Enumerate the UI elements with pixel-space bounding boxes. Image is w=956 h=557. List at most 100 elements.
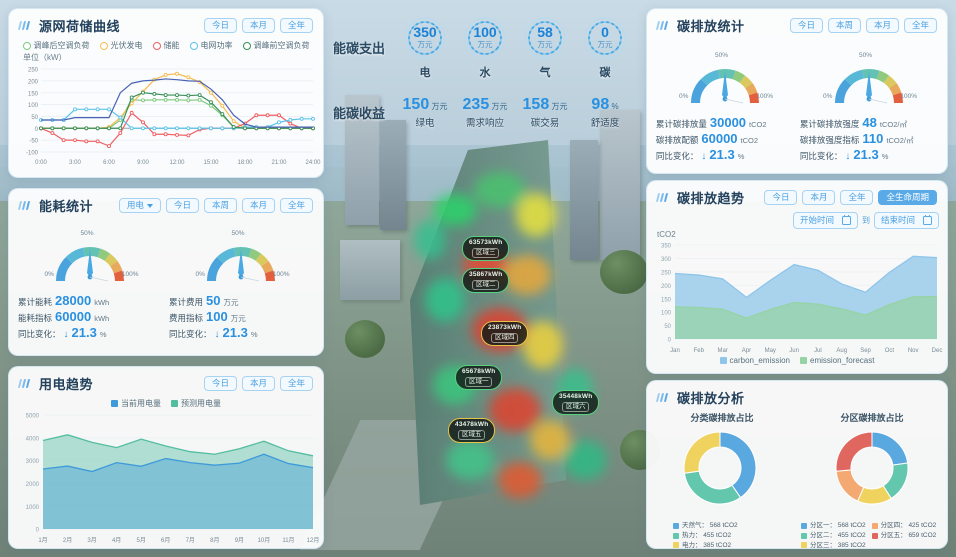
kpi-caption: 电 (419, 66, 431, 79)
area-chart-power-trend: 0 1000 2000 3000 4000 5000 1月 2月 3月 4月 5月 6月 7月 8月 9月 1… (26, 414, 320, 544)
svg-text:3000: 3000 (26, 459, 40, 465)
legend-item[interactable]: 天然气： 568 tCO2 (673, 521, 797, 531)
legend-item[interactable]: 电力： 385 tCO2 (673, 541, 797, 548)
panel-source-grid-curve: 源网荷储曲线 今日 本月 全年 调峰后空调负荷 光伏发电 储能 电网功率 调峰前空调负荷… (8, 8, 324, 178)
panel-carbon-analysis: 碳排放分析 分类碳排放占比 天然气： 568 tCO2 热力： 455 tCO2 电… (646, 380, 948, 549)
btn-year[interactable]: 全年 (279, 375, 313, 392)
metric-label: 累计能耗 (18, 297, 53, 307)
start-date-input[interactable]: 开始时间 (792, 212, 858, 229)
svg-text:Nov: Nov (908, 348, 919, 354)
legend-marker (22, 41, 31, 50)
legend-item[interactable]: 当前用电量 (111, 398, 161, 409)
svg-text:18:00: 18:00 (237, 160, 253, 166)
btn-today[interactable]: 今日 (165, 197, 199, 214)
panel-title: 碳排放分析 (677, 391, 745, 406)
btn-today[interactable]: 今日 (203, 17, 237, 34)
building-region-label[interactable]: 35867kWh 区域二 (462, 268, 510, 294)
btn-month[interactable]: 本月 (241, 197, 275, 214)
legend-item[interactable]: 分区五： 659 tCO2 (871, 531, 936, 541)
building-region-label[interactable]: 23873kWh 区域四 (481, 321, 529, 347)
energy-type-select[interactable]: 用电 (118, 197, 161, 214)
kpi-ring-icon (584, 16, 626, 59)
legend-item[interactable]: 光伏发电 (99, 40, 143, 51)
btn-year[interactable]: 全年 (279, 17, 313, 34)
btn-month[interactable]: 本月 (241, 375, 275, 392)
legend-item[interactable]: 分区一： 568 tCO2 (801, 521, 866, 531)
kpi-expense-item[interactable]: 58 万元气 (515, 15, 575, 80)
kpi-header: 能碳支出 350 万元电 100 万元水 58 万元气 0 万元碳 能碳收益 150 万元 绿电… (333, 8, 635, 148)
legend-item[interactable]: 预测用电量 (171, 398, 221, 409)
end-date-input[interactable]: 结束时间 (873, 212, 939, 229)
title-bars-icon (17, 200, 33, 211)
legend-item[interactable]: carbon_emission (719, 356, 790, 365)
legend-label: 储能 (163, 41, 180, 50)
svg-text:200: 200 (661, 284, 672, 290)
kpi-income-row: 能碳收益 150 万元 绿电 235 万元 需求响应 158 万元 碳交易 98 % 舒适度 (333, 96, 635, 129)
kpi-unit: 万元 (429, 102, 448, 111)
building-region-label[interactable]: 43478kWh 区域五 (448, 418, 496, 444)
gauge-metric-row: 碳排放配额 60000 tCO2 (656, 131, 794, 146)
chevron-down-icon (146, 203, 153, 208)
btn-lifecycle[interactable]: 全生命周期 (878, 189, 937, 206)
legend-item[interactable]: 热力： 455 tCO2 (673, 531, 797, 541)
donut-left-legend: 天然气： 568 tCO2 热力： 455 tCO2 电力： 385 tCO2 (647, 521, 797, 548)
legend-item[interactable]: 分区三： 385 tCO2 (801, 541, 866, 548)
btn-today[interactable]: 今日 (764, 189, 798, 206)
kpi-income-item[interactable]: 98 % 舒适度 (575, 96, 635, 129)
legend-item[interactable]: 储能 (152, 40, 180, 51)
btn-today[interactable]: 今日 (789, 17, 823, 34)
legend-swatch (673, 522, 679, 529)
legend-marker (189, 41, 198, 50)
metric-label: 同比变化： (799, 151, 843, 161)
building-region-label[interactable]: 65678kWh 区域一 (455, 365, 503, 391)
building-region-label[interactable]: 35448kWh 区域六 (552, 390, 600, 416)
metric-value: 100 (206, 309, 228, 324)
panel-header: 碳排放趋势 今日 本月 全年 全生命周期 (647, 181, 947, 209)
donut-chart-zone (835, 431, 909, 505)
legend-item[interactable]: 调峰后空调负荷 (22, 40, 90, 51)
gauge-metrics: 累计碳排放量 30000 tCO2 碳排放配额 60000 tCO2 同比变化： ↓ 21.3% (656, 115, 794, 162)
btn-today[interactable]: 今日 (203, 375, 237, 392)
legend-item[interactable]: 分区四： 425 tCO2 (871, 521, 936, 531)
btn-month[interactable]: 本月 (865, 17, 899, 34)
building-region-label[interactable]: 63573kWh 区域三 (462, 236, 510, 262)
legend-item[interactable]: emission_forecast (800, 356, 874, 365)
kpi-income-item[interactable]: 158 万元 碳交易 (515, 96, 575, 129)
svg-text:9月: 9月 (235, 537, 244, 544)
svg-text:50: 50 (664, 324, 671, 330)
gauge-metric-row: 累计碳排放强度 48 tCO2/㎡ (800, 115, 938, 130)
btn-year[interactable]: 全年 (903, 17, 937, 34)
btn-week[interactable]: 本周 (827, 17, 861, 34)
region-name: 区域六 (561, 402, 590, 413)
panel-carbon-trend: 碳排放趋势 今日 本月 全年 全生命周期 开始时间 到 结束时间 tCO2 0 5… (646, 180, 948, 374)
kpi-expense-item[interactable]: 100 万元水 (455, 15, 515, 80)
title-bars-icon (17, 378, 33, 389)
kpi-income-item[interactable]: 150 万元 绿电 (395, 96, 455, 129)
btn-month[interactable]: 本月 (802, 189, 836, 206)
legend-swatch (801, 522, 807, 529)
legend-item[interactable]: 调峰前空调负荷 (242, 40, 310, 51)
metric-value: 21.3 (709, 147, 735, 162)
donut-zone-block: 分区碳排放占比 分区一： 568 tCO2 分区二： 455 tCO2 分区三： 3… (797, 411, 947, 548)
legend-item[interactable]: 电网功率 (189, 40, 233, 51)
legend-item[interactable]: 分区二： 455 tCO2 (801, 531, 866, 541)
svg-text:150: 150 (661, 297, 672, 303)
btn-month[interactable]: 本月 (241, 17, 275, 34)
svg-text:0: 0 (35, 127, 39, 133)
kpi-expense-item[interactable]: 350 万元电 (395, 15, 455, 80)
donut-charts-row: 分类碳排放占比 天然气： 568 tCO2 热力： 455 tCO2 电力： 385… (647, 411, 947, 548)
donut-right-legend: 分区一： 568 tCO2 分区二： 455 tCO2 分区三： 385 tCO2 分… (797, 521, 947, 548)
kpi-unit: % (609, 102, 619, 111)
btn-year[interactable]: 全年 (279, 197, 313, 214)
legend-label: 调峰后空调负荷 (33, 41, 90, 50)
area-chart-carbon-trend: 0 50 100 150 200 250 300 350 Jan Feb Mar Apr May Jun J… (661, 244, 942, 354)
kpi-income-item[interactable]: 235 万元 需求响应 (455, 96, 515, 129)
btn-year[interactable]: 全年 (840, 189, 874, 206)
metric-label: 能耗指标 (18, 313, 53, 323)
panel-header: 碳排放统计 今日 本周 本月 全年 (647, 9, 947, 37)
kpi-expense-item[interactable]: 0 万元碳 (575, 15, 635, 80)
btn-week[interactable]: 本周 (203, 197, 237, 214)
metric-value: 21.3 (71, 325, 97, 340)
region-name: 区域一 (464, 377, 493, 388)
kpi-ring-icon (404, 16, 446, 59)
